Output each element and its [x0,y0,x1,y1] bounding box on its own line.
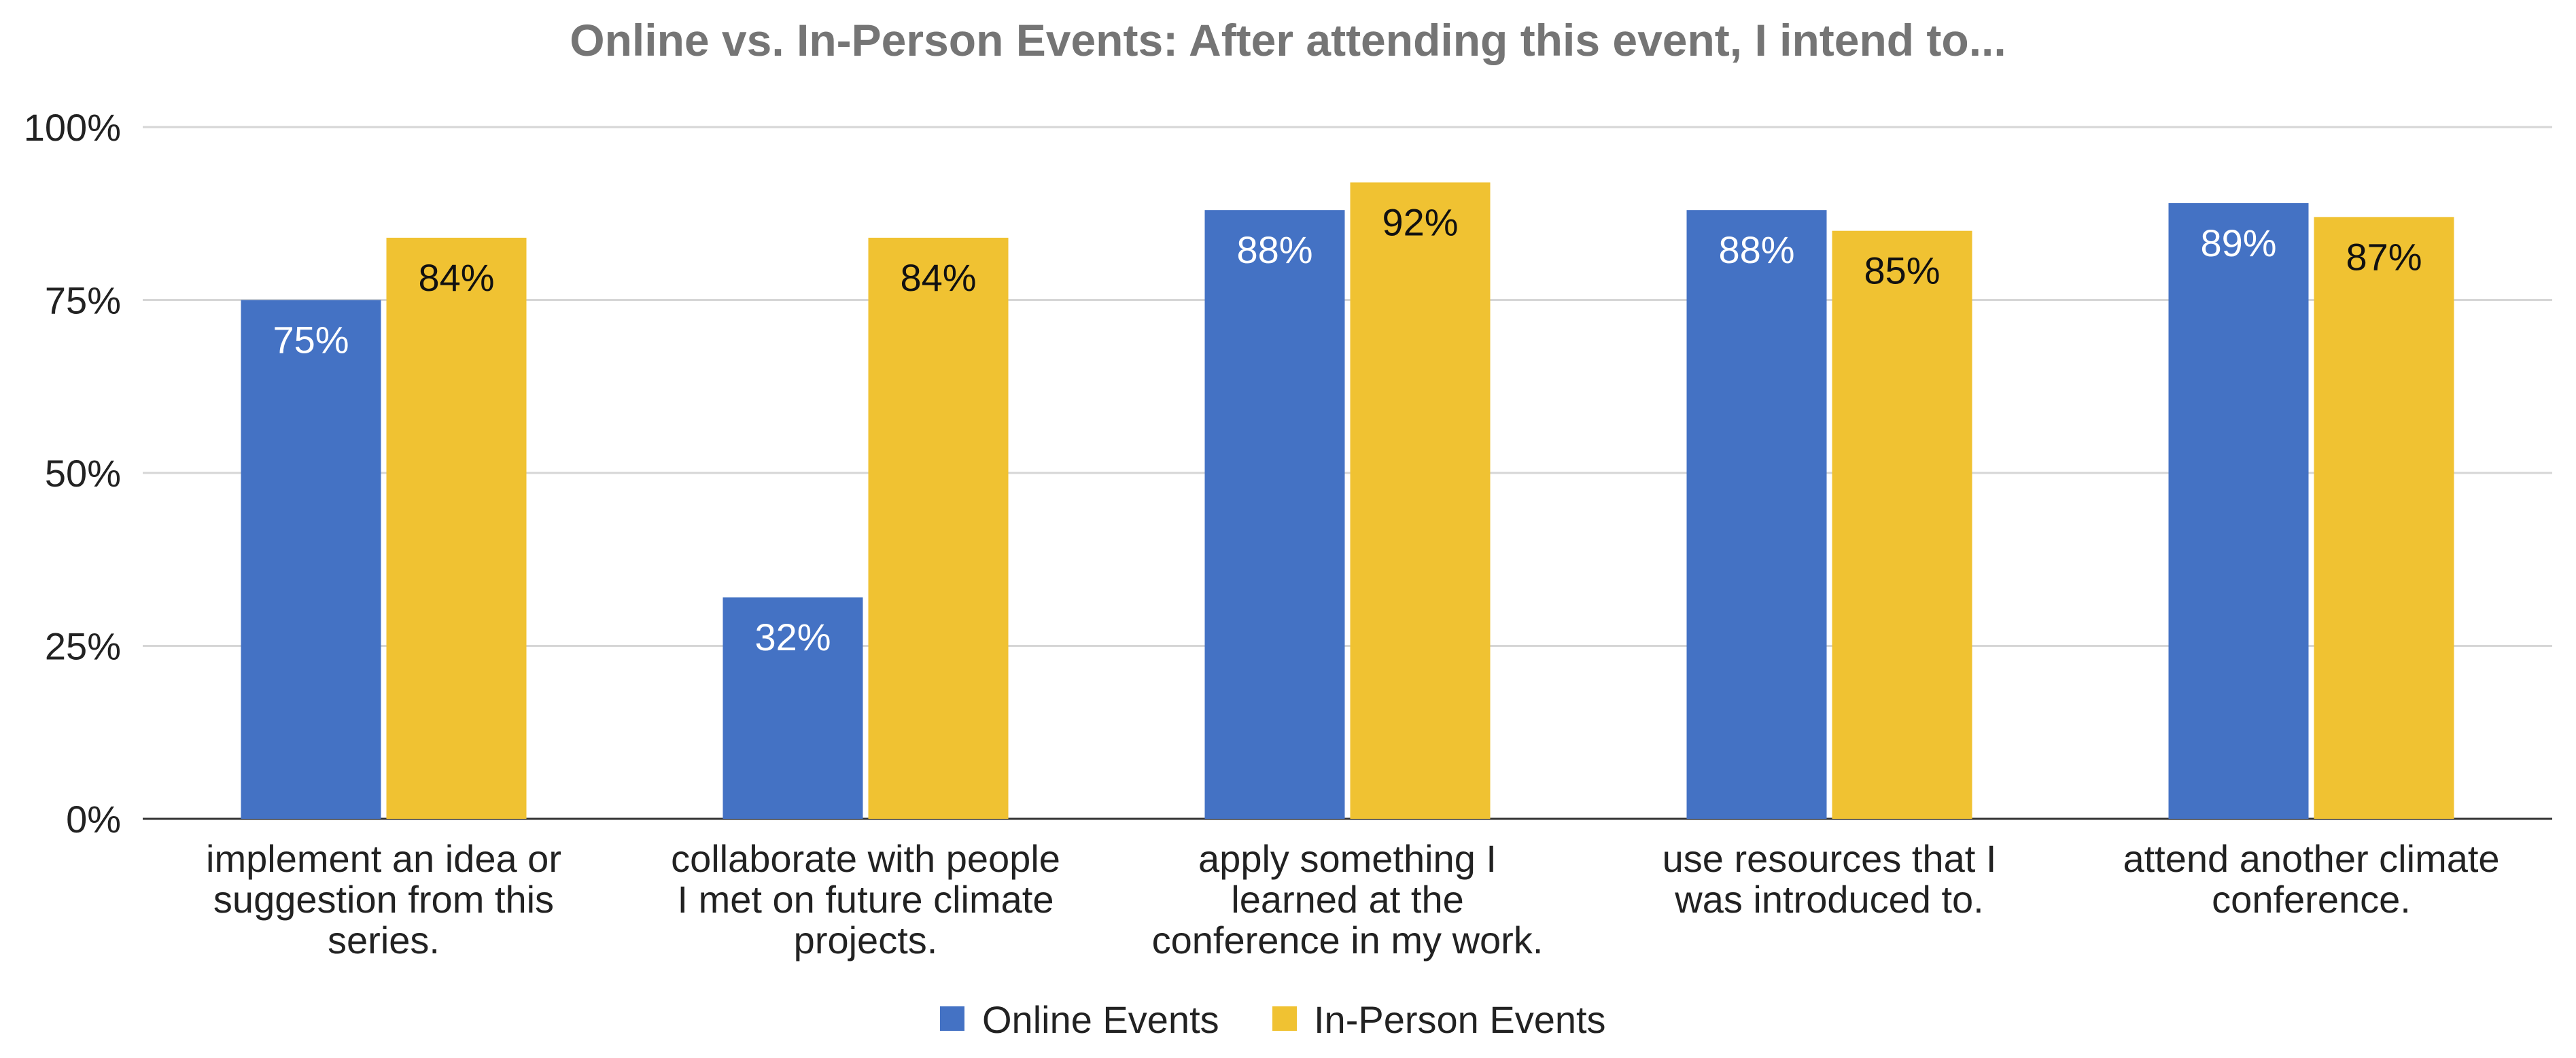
bar-in-person [1832,230,1972,819]
y-tick-label: 50% [45,452,121,495]
data-label: 84% [900,256,976,299]
legend-swatch [940,1006,964,1031]
x-tick-label: apply something I [1198,837,1497,880]
legend-label: Online Events [982,998,1219,1041]
bar-group: 75% 84% [241,237,527,819]
data-label: 87% [2346,235,2422,278]
x-tick-label: learned at the [1231,878,1463,921]
bar-group: 88% 92% [1204,182,1491,819]
bar-in-person [1350,182,1491,819]
data-label: 85% [1864,249,1940,292]
x-tick-label: series. [328,919,440,962]
data-label: 89% [2200,222,2276,264]
y-tick-label: 75% [45,279,121,322]
y-tick-label: 100% [24,106,121,149]
chart-title: Online vs. In-Person Events: After atten… [570,15,2006,65]
y-tick-label: 0% [66,798,121,841]
x-tick-label: use resources that I [1663,837,1997,880]
legend: Online Events In-Person Events [940,998,1606,1041]
bar-online [241,300,381,819]
bar-in-person [386,237,527,819]
x-tick-label: was introduced to. [1674,878,1983,921]
bars: 75% 84% 32% 84% 88% 92% 88% 85% 89% 87% [241,182,2454,819]
x-tick-label: conference in my work. [1152,919,1544,962]
bar-group: 32% 84% [723,237,1009,819]
data-label: 88% [1718,228,1794,271]
bar-group: 89% 87% [2168,202,2454,819]
y-axis: 0% 25% 50% 75% 100% [24,106,2552,841]
legend-item: In-Person Events [1272,998,1606,1041]
data-label: 88% [1236,228,1312,271]
bar-in-person [2314,217,2454,819]
data-label: 84% [418,256,494,299]
x-tick-label: implement an idea or [206,837,561,880]
bar-in-person [868,237,1009,819]
legend-swatch [1272,1006,1297,1031]
data-label: 75% [273,319,349,362]
bar-online [1686,210,1827,819]
data-label: 32% [754,616,831,658]
data-label: 92% [1382,200,1458,243]
gridlines [143,126,2552,647]
x-tick-label: attend another climate [2123,837,2499,880]
x-tick-label: I met on future climate [677,878,1054,921]
bar-online [1204,210,1345,819]
x-tick-label: conference. [2212,878,2411,921]
legend-label: In-Person Events [1314,998,1606,1041]
x-tick-label: projects. [794,919,938,962]
y-tick-label: 25% [45,625,121,668]
x-tick-label: collaborate with people [671,837,1060,880]
bar-online [723,597,863,819]
bar-group: 88% 85% [1686,210,1972,819]
x-tick-label: suggestion from this [213,878,554,921]
bar-online [2168,202,2309,819]
legend-item: Online Events [940,998,1219,1041]
